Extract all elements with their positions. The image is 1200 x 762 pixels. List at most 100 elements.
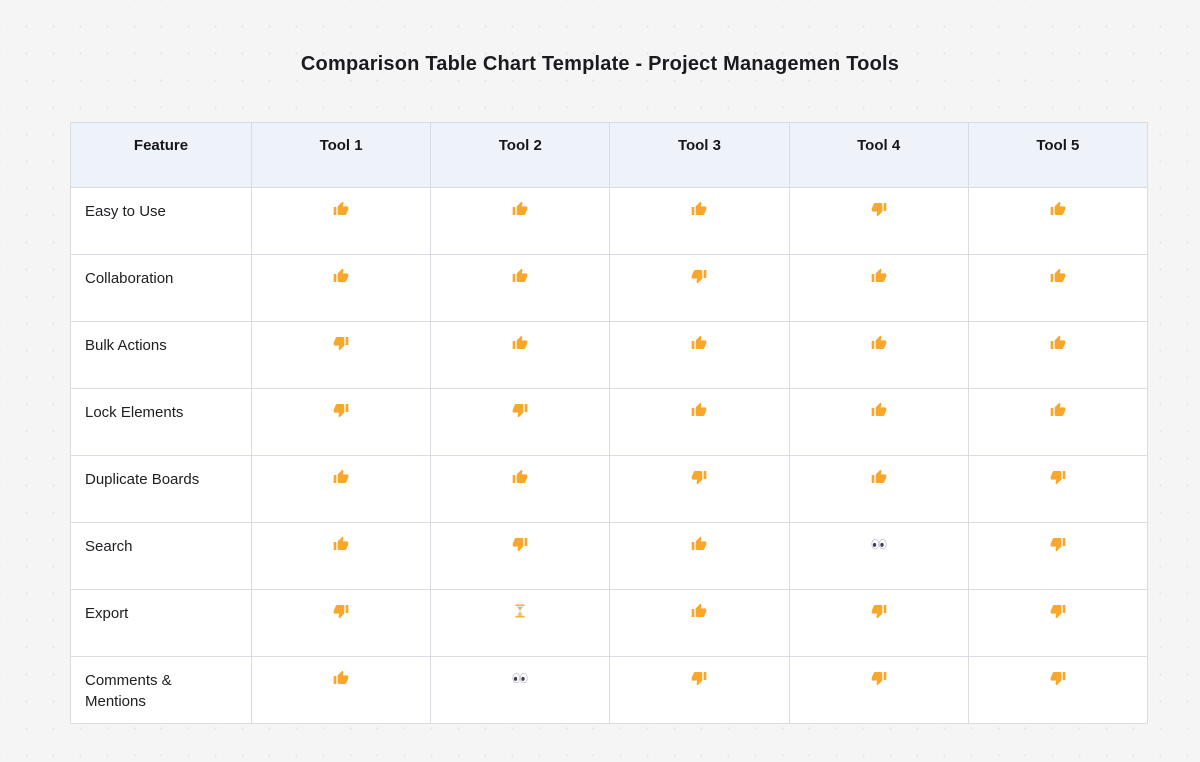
thumbs-up-icon	[333, 201, 349, 217]
thumbs-up-icon	[1050, 335, 1066, 351]
feature-label: Collaboration	[85, 270, 174, 287]
comparison-table: Feature Tool 1 Tool 2 Tool 3 Tool 4 Tool 5 Ea…	[70, 122, 1149, 724]
thumbs-down-icon	[1050, 670, 1066, 686]
rating-cell[interactable]	[609, 187, 790, 255]
thumbs-down-icon	[871, 670, 887, 686]
feature-cell[interactable]: Duplicate Boards	[70, 455, 252, 523]
rating-cell[interactable]	[250, 589, 432, 657]
table-header: Feature Tool 1 Tool 2 Tool 3 Tool 4 Tool 5	[70, 122, 1149, 188]
chart-title: Comparison Table Chart Template - Projec…	[300, 53, 900, 75]
rating-cell[interactable]	[609, 254, 790, 322]
feature-label: Search	[85, 538, 133, 555]
feature-cell[interactable]: Easy to Use	[70, 187, 252, 255]
thumbs-up-icon	[1050, 268, 1066, 284]
table-row: Bulk Actions	[70, 321, 1149, 389]
rating-cell[interactable]	[250, 321, 432, 389]
rating-cell[interactable]	[788, 321, 969, 389]
rating-cell[interactable]	[967, 656, 1149, 724]
feature-label: Easy to Use	[85, 203, 166, 220]
thumbs-down-icon	[691, 268, 707, 284]
feature-cell[interactable]: Lock Elements	[70, 388, 252, 456]
rating-cell[interactable]	[430, 388, 611, 456]
feature-label: Comments & Mentions	[85, 672, 172, 710]
rating-cell[interactable]	[250, 522, 432, 590]
rating-cell[interactable]	[250, 254, 432, 322]
rating-cell[interactable]	[430, 522, 611, 590]
rating-cell[interactable]	[250, 187, 432, 255]
rating-cell[interactable]	[967, 187, 1149, 255]
hourglass-icon	[512, 603, 528, 619]
thumbs-up-icon	[512, 268, 528, 284]
rating-cell[interactable]	[609, 321, 790, 389]
thumbs-up-icon	[512, 201, 528, 217]
table-row: Duplicate Boards	[70, 455, 1149, 523]
rating-cell[interactable]	[430, 321, 611, 389]
table-row: Search	[70, 522, 1149, 590]
thumbs-down-icon	[512, 402, 528, 418]
thumbs-up-icon	[691, 335, 707, 351]
rating-cell[interactable]	[967, 455, 1149, 523]
column-header-tool-4[interactable]: Tool 4	[788, 122, 969, 188]
rating-cell[interactable]	[788, 254, 969, 322]
thumbs-down-icon	[871, 201, 887, 217]
feature-label: Bulk Actions	[85, 337, 167, 354]
rating-cell[interactable]	[788, 187, 969, 255]
thumbs-down-icon	[691, 670, 707, 686]
rating-cell[interactable]	[967, 388, 1149, 456]
rating-cell[interactable]	[430, 187, 611, 255]
thumbs-down-icon	[1050, 536, 1066, 552]
thumbs-up-icon	[871, 469, 887, 485]
thumbs-up-icon	[333, 268, 349, 284]
feature-cell[interactable]: Export	[70, 589, 252, 657]
feature-label: Lock Elements	[85, 404, 184, 421]
thumbs-up-icon	[512, 335, 528, 351]
rating-cell[interactable]	[967, 522, 1149, 590]
column-header-tool-5[interactable]: Tool 5	[967, 122, 1149, 188]
rating-cell[interactable]	[967, 321, 1149, 389]
column-header-feature[interactable]: Feature	[70, 122, 252, 188]
column-header-tool-3[interactable]: Tool 3	[609, 122, 790, 188]
feature-cell[interactable]: Collaboration	[70, 254, 252, 322]
rating-cell[interactable]	[430, 656, 611, 724]
rating-cell[interactable]	[430, 254, 611, 322]
thumbs-up-icon	[691, 201, 707, 217]
thumbs-up-icon	[333, 536, 349, 552]
rating-cell[interactable]	[609, 522, 790, 590]
rating-cell[interactable]	[788, 388, 969, 456]
thumbs-down-icon	[1050, 603, 1066, 619]
rating-cell[interactable]	[250, 656, 432, 724]
rating-cell[interactable]	[609, 388, 790, 456]
column-header-tool-1[interactable]: Tool 1	[250, 122, 432, 188]
thumbs-down-icon	[333, 402, 349, 418]
thumbs-up-icon	[333, 670, 349, 686]
rating-cell[interactable]	[609, 589, 790, 657]
rating-cell[interactable]	[250, 388, 432, 456]
table-header-row: Feature Tool 1 Tool 2 Tool 3 Tool 4 Tool 5	[70, 122, 1149, 188]
thumbs-up-icon	[691, 402, 707, 418]
eyes-icon	[871, 536, 887, 552]
thumbs-down-icon	[333, 603, 349, 619]
rating-cell[interactable]	[788, 522, 969, 590]
rating-cell[interactable]	[788, 455, 969, 523]
table-row: Comments & Mentions	[70, 656, 1149, 724]
rating-cell[interactable]	[430, 455, 611, 523]
feature-label: Duplicate Boards	[85, 471, 200, 488]
rating-cell[interactable]	[430, 589, 611, 657]
rating-cell[interactable]	[609, 656, 790, 724]
rating-cell[interactable]	[967, 589, 1149, 657]
feature-cell[interactable]: Bulk Actions	[70, 321, 252, 389]
thumbs-up-icon	[871, 402, 887, 418]
thumbs-up-icon	[1050, 201, 1066, 217]
thumbs-down-icon	[871, 603, 887, 619]
table-row: Lock Elements	[70, 388, 1149, 456]
rating-cell[interactable]	[788, 656, 969, 724]
rating-cell[interactable]	[788, 589, 969, 657]
rating-cell[interactable]	[609, 455, 790, 523]
rating-cell[interactable]	[967, 254, 1149, 322]
rating-cell[interactable]	[250, 455, 432, 523]
table-row: Collaboration	[70, 254, 1149, 322]
feature-cell[interactable]: Search	[70, 522, 252, 590]
column-header-tool-2[interactable]: Tool 2	[430, 122, 611, 188]
table-row: Easy to Use	[70, 187, 1149, 255]
feature-cell[interactable]: Comments & Mentions	[70, 656, 252, 724]
